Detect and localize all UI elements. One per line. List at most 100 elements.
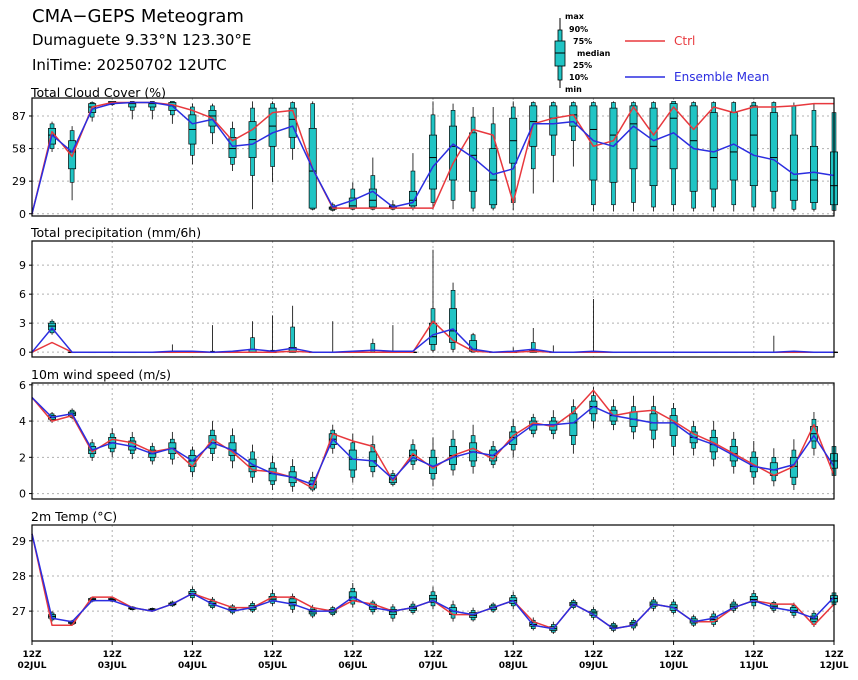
x-tick-label-time: 12Z <box>824 650 844 660</box>
temp-panel-title: 2m Temp (°C) <box>31 509 118 524</box>
box-p25-p75 <box>449 308 458 343</box>
x-tick-label-time: 12Z <box>183 650 203 660</box>
panel-1: 0 3 6 9 <box>19 240 838 359</box>
ensemble-box <box>368 157 377 211</box>
chart-title: CMA−GEPS Meteogram <box>32 6 244 27</box>
panel-frame <box>31 240 835 358</box>
x-tick-label-time: 12Z <box>103 650 123 660</box>
ensemble-box <box>769 101 778 212</box>
location-label: Dumaguete 9.33°N 123.30°E <box>32 31 252 49</box>
ensemble-box <box>348 182 357 211</box>
y-tick-label: 6 <box>19 288 26 301</box>
x-tick-label-time: 12Z <box>584 650 604 660</box>
ensemble-box <box>629 101 638 212</box>
legend-max-label: max <box>565 12 584 21</box>
ensemble-box <box>248 101 257 210</box>
ensemble-box <box>409 153 417 211</box>
ensemble-box <box>729 101 738 212</box>
x-tick-label-time: 12Z <box>263 650 283 660</box>
ensemble-box <box>128 431 137 460</box>
x-tick-label-time: 12Z <box>664 650 684 660</box>
ensemble-box <box>68 126 77 201</box>
legend-p75-label: 75% <box>573 37 593 46</box>
ensemble-box <box>228 428 237 469</box>
y-tick-label: 28 <box>12 570 26 583</box>
x-tick-label-date: 02JUL <box>18 661 47 671</box>
ensemble-box <box>529 328 538 353</box>
legend-p90-label: 90% <box>569 25 589 34</box>
ensemble-box <box>709 101 718 212</box>
y-tick-label: 4 <box>19 415 26 428</box>
ensemble-box <box>469 106 478 212</box>
ensemble-mean-line <box>31 533 835 630</box>
y-tick-label: 29 <box>12 535 26 548</box>
ensemble-box <box>268 315 277 354</box>
ensemble-box <box>769 448 778 487</box>
y-tick-label: 58 <box>12 143 26 156</box>
y-tick-label: 0 <box>19 346 26 359</box>
ensemble-box <box>288 593 297 613</box>
ensemble-box <box>809 103 818 212</box>
ensemble-box <box>328 321 337 354</box>
ensemble-box <box>188 103 197 165</box>
box-p25-p75 <box>368 188 377 208</box>
ensemble-box <box>429 586 437 610</box>
box-p25-p75 <box>409 190 417 207</box>
ensemble-box <box>368 435 377 478</box>
box-p25-p75 <box>469 132 478 192</box>
ensemble-box <box>689 101 698 212</box>
box-p25-p75 <box>769 112 778 192</box>
ensemble-box <box>629 395 638 440</box>
panel-0: 0 29 58 87 <box>12 97 838 221</box>
ensemble-box <box>529 101 538 194</box>
legend-median-label: median <box>577 49 611 58</box>
ensemble-box <box>288 459 297 492</box>
ensemble-box <box>669 402 678 456</box>
legend-min-label: min <box>565 85 582 94</box>
ensemble-box <box>569 399 578 454</box>
x-tick-label-time: 12Z <box>504 650 524 660</box>
x-tick-label-date: 10JUL <box>659 661 688 671</box>
box-p25-p75 <box>669 103 678 170</box>
ensemble-box <box>429 101 437 210</box>
x-tick-label-date: 09JUL <box>579 661 608 671</box>
x-tick-label-date: 12JUL <box>820 661 849 671</box>
ensemble-box <box>228 604 237 615</box>
box-p25-p75 <box>649 107 658 187</box>
box-p25-p75 <box>809 145 818 203</box>
ensemble-box <box>148 101 157 120</box>
cloud-panel-title: Total Cloud Cover (%) <box>31 85 167 100</box>
ensemble-mean-line <box>31 101 835 214</box>
box-p25-p75 <box>629 105 638 170</box>
y-tick-label: 2 <box>19 451 26 464</box>
legend-p10-label: 10% <box>569 73 589 82</box>
ensemble-box <box>589 299 598 354</box>
box-p25-p75 <box>228 136 237 158</box>
panel-3: 27 28 29 <box>12 524 838 642</box>
legend-p25-label: 25% <box>573 61 593 70</box>
ensemble-box <box>128 101 137 120</box>
ensemble-box <box>769 335 778 354</box>
ensemble-box <box>669 101 678 212</box>
init-time-label: IniTime: 20250702 12UTC <box>32 56 227 74</box>
box-p25-p75 <box>449 125 458 181</box>
y-tick-label: 0 <box>19 208 26 221</box>
x-tick-label-time: 12Z <box>423 650 443 660</box>
box-p25-p75 <box>368 451 377 467</box>
y-tick-label: 27 <box>12 605 26 618</box>
ensemble-box <box>308 101 317 211</box>
box-p25-p75 <box>569 413 578 436</box>
ensemble-box <box>288 305 297 353</box>
x-tick-label-date: 04JUL <box>178 661 207 671</box>
ensemble-box <box>248 321 257 353</box>
x-tick-label-date: 08JUL <box>499 661 528 671</box>
legend-ctrl-label: Ctrl <box>674 34 696 48</box>
panel-frame <box>31 382 835 500</box>
panel-frame <box>31 97 835 217</box>
box-p25-p75 <box>789 134 798 201</box>
ensemble-box <box>449 103 458 210</box>
x-tick-label-time: 12Z <box>343 650 363 660</box>
precip-panel-title: Total precipitation (mm/6h) <box>31 225 202 240</box>
ensemble-box <box>809 412 818 456</box>
legend-mean-label: Ensemble Mean <box>674 70 770 84</box>
